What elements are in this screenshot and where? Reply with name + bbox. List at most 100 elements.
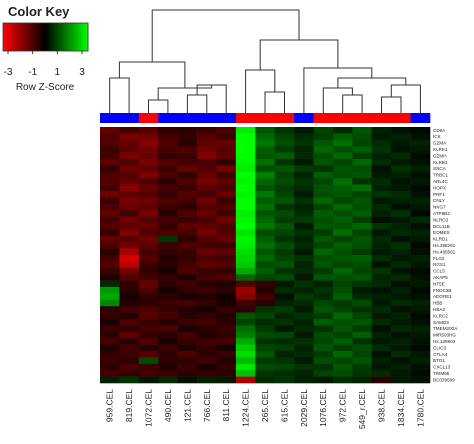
heatmap-cell: [391, 178, 411, 185]
heatmap-cell: [138, 357, 159, 365]
heatmap-cell: [255, 338, 276, 345]
heatmap-cell: [332, 197, 353, 205]
heatmap-cell: [100, 223, 120, 230]
heatmap-cell: [177, 159, 198, 166]
heatmap-cell: [197, 197, 217, 205]
heatmap-cell: [100, 146, 120, 153]
heatmap-cell: [410, 210, 431, 217]
heatmap-cell: [294, 357, 314, 365]
heatmap-cell: [255, 357, 276, 365]
heatmap-cell: [294, 197, 314, 205]
heatmap-cell: [255, 229, 276, 237]
heatmap-cell: [352, 248, 373, 256]
heatmap-cell: [371, 223, 392, 230]
heatmap-cell: [216, 127, 237, 134]
heatmap-cell: [313, 216, 334, 224]
heatmap-cell: [352, 139, 373, 147]
heatmap-cell: [391, 248, 411, 256]
heatmap-cell: [410, 248, 431, 256]
heatmap-cell: [235, 242, 256, 249]
heatmap-cell: [255, 306, 276, 313]
heatmap-cell: [119, 357, 140, 365]
color-key-swatch: [82, 23, 85, 51]
heatmap-cell: [274, 306, 295, 313]
heatmap-cell: [332, 331, 353, 339]
heatmap-cell: [235, 235, 256, 243]
heatmap-cell: [352, 242, 373, 249]
heatmap-cell: [274, 133, 295, 141]
heatmap-cell: [197, 376, 217, 384]
row-label: Hs.125903: [433, 339, 456, 344]
heatmap-cell: [255, 184, 276, 192]
heatmap-cell: [177, 267, 198, 275]
column-group-bar: [294, 113, 314, 123]
row-label: CTLA4: [433, 352, 448, 357]
heatmap-cell: [119, 344, 140, 352]
heatmap-cell: [255, 376, 276, 384]
heatmap-cell: [216, 216, 237, 224]
row-label: KLRB1: [433, 160, 448, 165]
color-key-swatch: [29, 23, 32, 51]
heatmap-cell: [119, 299, 140, 307]
column-label: 766.CEL: [202, 389, 212, 422]
heatmap-cell: [294, 165, 314, 173]
heatmap-cell: [197, 357, 217, 365]
heatmap-cell: [274, 363, 295, 371]
color-key-swatch: [39, 23, 42, 51]
column-group-bar: [138, 113, 159, 123]
heatmap-cell: [410, 191, 431, 198]
heatmap-cell: [332, 171, 353, 179]
heatmap-cell: [119, 191, 140, 198]
color-key-swatch: [20, 23, 22, 51]
heatmap-cell: [332, 261, 353, 269]
heatmap-cell: [138, 274, 159, 281]
heatmap-cell: [313, 223, 334, 230]
heatmap-cell: [235, 146, 256, 153]
heatmap-cell: [216, 280, 237, 288]
heatmap-cell: [313, 319, 334, 326]
heatmap-cell: [371, 344, 392, 352]
column-group-bar: [158, 113, 178, 123]
heatmap-cell: [100, 152, 120, 160]
heatmap-cell: [255, 139, 276, 147]
row-label: SNCA: [433, 166, 447, 171]
heatmap-cell: [197, 325, 217, 333]
heatmap-cell: [197, 235, 217, 243]
row-label: CCL5: [433, 269, 445, 274]
heatmap-cell: [313, 127, 334, 134]
color-key-swatch: [7, 23, 10, 51]
heatmap-cell: [410, 146, 431, 153]
heatmap-cell: [294, 319, 314, 326]
heatmap-cell: [313, 293, 334, 301]
heatmap-cell: [158, 331, 178, 339]
heatmap-cell: [371, 306, 392, 313]
heatmap-cell: [332, 357, 353, 365]
color-key-swatch: [32, 23, 35, 51]
heatmap-cell: [177, 299, 198, 307]
heatmap-cell: [274, 210, 295, 217]
heatmap-cell: [158, 165, 178, 173]
heatmap-cell: [352, 267, 373, 275]
heatmap-cell: [332, 184, 353, 192]
heatmap-cell: [119, 261, 140, 269]
color-key-swatch: [51, 23, 53, 51]
heatmap-cell: [294, 287, 314, 294]
heatmap-cell: [100, 287, 120, 294]
color-key-title: Color Key: [8, 4, 70, 19]
heatmap-cell: [255, 299, 276, 307]
heatmap-cell: [294, 235, 314, 243]
column-label: 811.CEL: [221, 389, 231, 422]
color-key-border: [2, 22, 89, 52]
heatmap-cell: [255, 191, 276, 198]
heatmap-cell: [352, 210, 373, 217]
heatmap-cell: [235, 223, 256, 230]
heatmap-cell: [332, 344, 353, 352]
heatmap-cell: [119, 184, 140, 192]
heatmap-cell: [197, 338, 217, 345]
heatmap-cell: [294, 331, 314, 339]
heatmap-cell: [216, 325, 237, 333]
heatmap-cell: [177, 203, 198, 211]
heatmap-cell: [255, 248, 276, 256]
row-label: ATP8B2: [433, 211, 450, 216]
heatmap-cell: [313, 325, 334, 333]
